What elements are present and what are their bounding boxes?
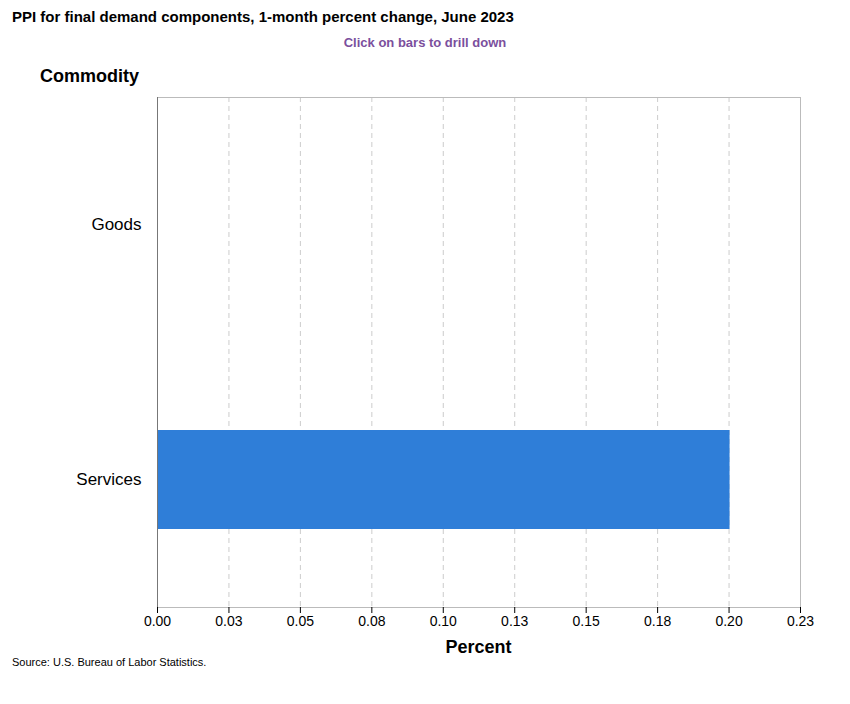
- svg-text:0.15: 0.15: [573, 613, 600, 629]
- svg-text:0.13: 0.13: [501, 613, 528, 629]
- svg-text:0.23: 0.23: [787, 613, 814, 629]
- svg-text:0.03: 0.03: [215, 613, 242, 629]
- svg-text:0.00: 0.00: [144, 613, 171, 629]
- svg-text:0.10: 0.10: [430, 613, 457, 629]
- html-text:Percent: Percent: [445, 637, 512, 657]
- html-text:Commodity: Commodity: [40, 66, 139, 86]
- html-text:Click on bars to drill down: Click on bars to drill down: [343, 35, 507, 50]
- svg-text:0.18: 0.18: [644, 613, 671, 629]
- svg-text:0.08: 0.08: [358, 613, 385, 629]
- svg-text:Goods: Goods: [91, 215, 141, 234]
- svg-text:0.20: 0.20: [715, 613, 742, 629]
- svg-text:Services: Services: [76, 470, 141, 489]
- svg-text:0.05: 0.05: [287, 613, 314, 629]
- html-text:Source: U.S. Bureau of Labor S: Source: U.S. Bureau of Labor Statistics.: [12, 656, 207, 668]
- html-text:PPI for final demand component: PPI for final demand components, 1-month…: [12, 8, 514, 25]
